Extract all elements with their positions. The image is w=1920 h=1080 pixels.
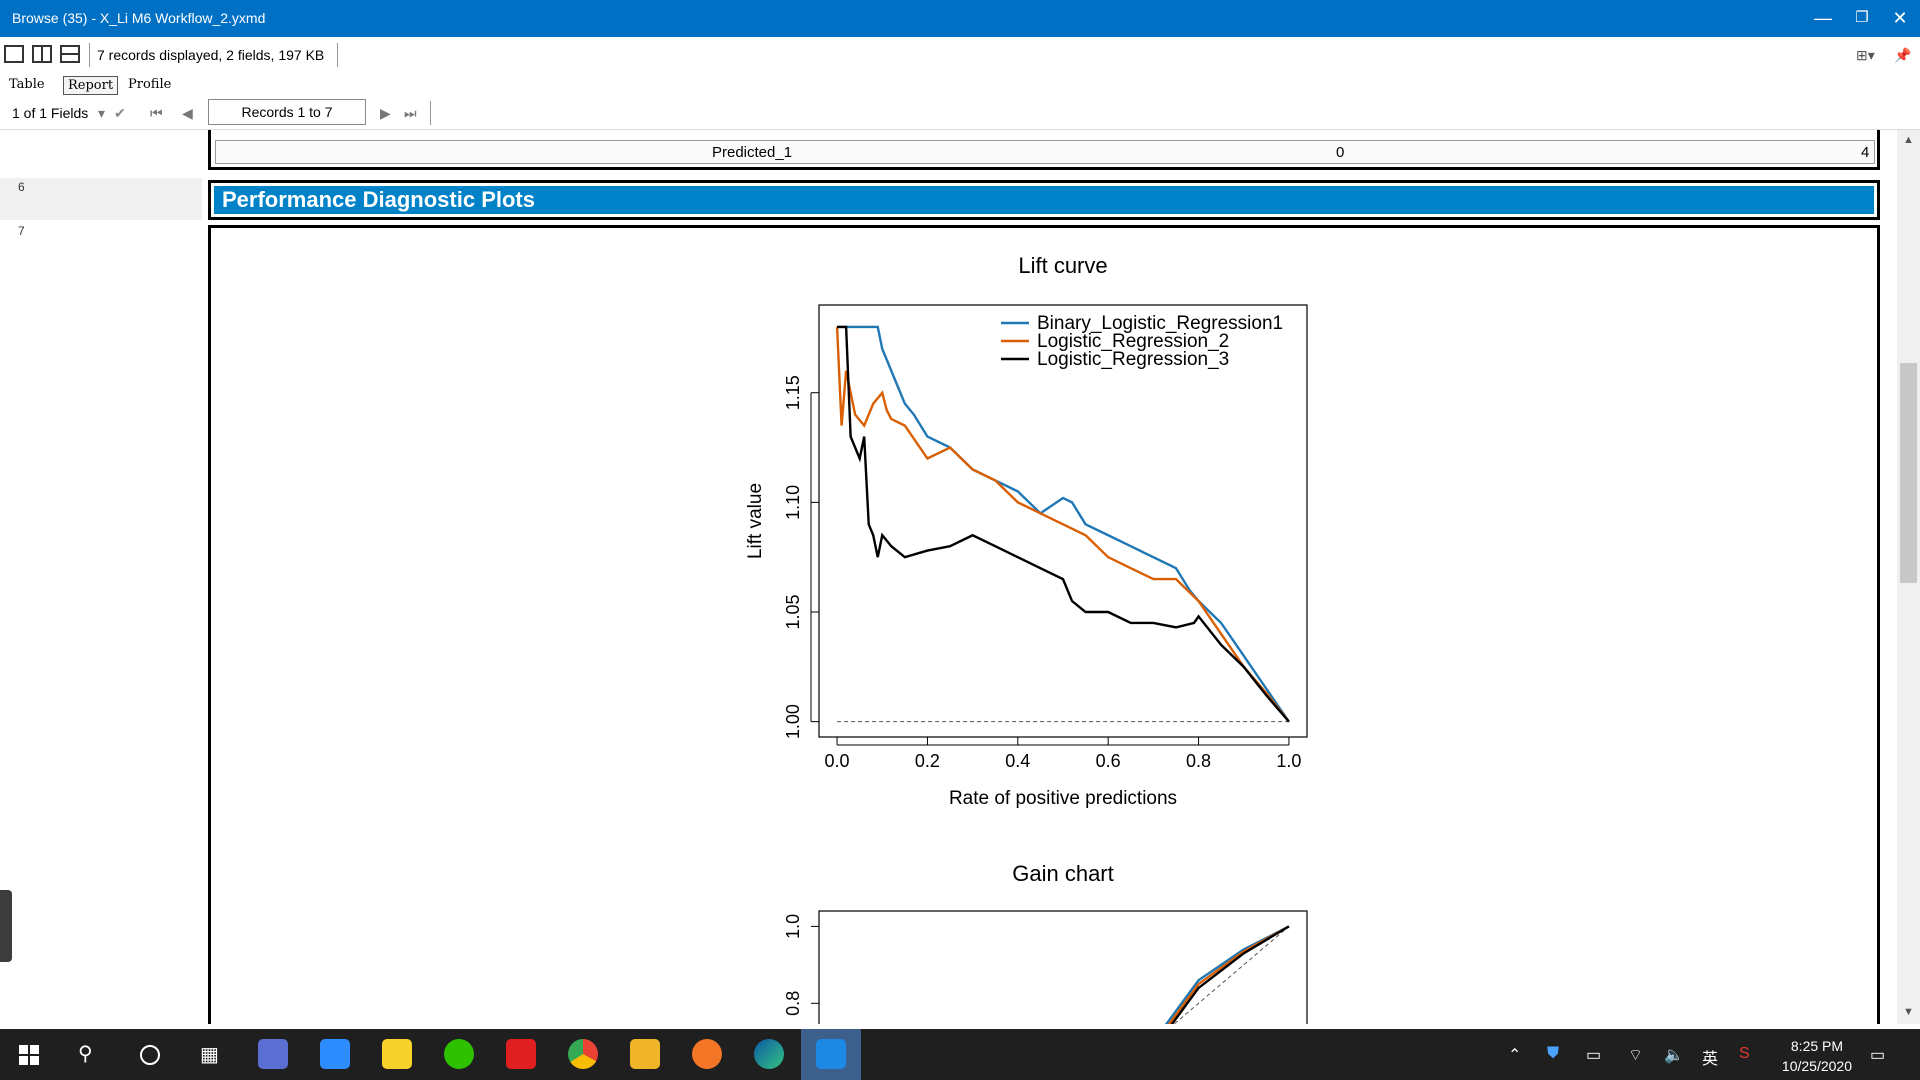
predicted-label: Predicted_1 <box>712 144 793 161</box>
maximize-button[interactable]: ❐ <box>1855 9 1869 26</box>
plot-container: Lift curve 0.0 0.2 0.4 0.6 0.8 1.0 Rate of posi… <box>208 225 1880 1024</box>
windows-taskbar: ⚲ ▦ ⌃ ⛊ ▭ ⌔ 🔈 英 S 8:25 PM 10/25/2020 ▭ <box>0 1029 1920 1080</box>
pin-icon[interactable]: 📌 <box>1894 47 1912 63</box>
ime-indicator[interactable]: 英 <box>1702 1051 1719 1068</box>
chevron-down-icon[interactable]: ▾ <box>98 105 106 121</box>
check-icon[interactable]: ✔ <box>114 105 126 121</box>
chart-title: Gain chart <box>1012 861 1114 886</box>
predicted-value-1: 0 <box>1336 144 1345 161</box>
alteryx-icon[interactable] <box>816 1039 846 1069</box>
first-record-icon[interactable]: ⏮ <box>150 105 163 121</box>
toolbar-divider <box>89 43 90 67</box>
record-navigation: 1 of 1 Fields ▾ ✔ ⏮ ◀ Records 1 to 7 ▶ ⏭ <box>0 97 1920 130</box>
split-horizontal-icon[interactable] <box>60 45 80 63</box>
toolbar-divider <box>337 43 338 67</box>
view-tabs: Table Report Profile <box>0 73 1920 97</box>
sticky-notes-icon[interactable] <box>382 1039 412 1069</box>
diagnostic-plots: Lift curve 0.0 0.2 0.4 0.6 0.8 1.0 Rate of posi… <box>745 253 1308 1024</box>
y-tick-label: 1.10 <box>783 485 803 520</box>
x-tick-label: 0.8 <box>1186 751 1211 771</box>
y-tick-label: 1.05 <box>783 594 803 629</box>
series-line-3 <box>837 325 1290 723</box>
clock-time: 8:25 PM <box>1790 1038 1844 1054</box>
section-header: Performance Diagnostic Plots <box>208 180 1880 220</box>
scroll-down-icon[interactable]: ▼ <box>1903 1006 1914 1018</box>
jupyter-icon[interactable] <box>692 1039 722 1069</box>
previous-record-icon[interactable]: ◀ <box>182 105 193 121</box>
file-explorer-icon[interactable] <box>630 1039 660 1069</box>
chart-title: Lift curve <box>1018 253 1107 278</box>
notifications-icon[interactable]: ▭ <box>1870 1047 1886 1064</box>
scroll-up-icon[interactable]: ▲ <box>1903 134 1914 146</box>
records-range: Records 1 to 7 <box>208 99 366 125</box>
nav-divider <box>430 101 431 125</box>
battery-icon[interactable]: ▭ <box>1586 1047 1602 1064</box>
x-tick-label: 0.0 <box>825 751 850 771</box>
browse-toolbar: 7 records displayed, 2 fields, 197 KB ⊞▾… <box>0 37 1920 74</box>
y-tick-label: 1.15 <box>783 375 803 410</box>
report-content: Predicted_1 0 4 6 7 Performance Diagnost… <box>0 130 1897 1024</box>
x-tick-label: 0.6 <box>1096 751 1121 771</box>
row-header-bg <box>0 178 202 220</box>
y-tick-label: 1.00 <box>783 704 803 739</box>
task-view-icon[interactable]: ▦ <box>200 1044 219 1066</box>
cortana-icon[interactable] <box>140 1045 160 1065</box>
app-icon-1[interactable] <box>258 1039 288 1069</box>
next-record-icon[interactable]: ▶ <box>380 105 391 121</box>
volume-icon[interactable]: 🔈 <box>1664 1047 1684 1064</box>
last-record-icon[interactable]: ⏭ <box>404 105 417 121</box>
tab-table[interactable]: Table <box>9 77 45 92</box>
wechat-icon[interactable] <box>444 1039 474 1069</box>
records-summary: 7 records displayed, 2 fields, 197 KB <box>97 47 325 63</box>
x-axis-label: Rate of positive predictions <box>949 788 1177 809</box>
wifi-icon[interactable]: ⌔ <box>1628 1047 1644 1064</box>
y-tick-label: 1.0 <box>783 914 803 939</box>
zoom-icon[interactable] <box>320 1039 350 1069</box>
layout-options-icon[interactable]: ⊞▾ <box>1856 47 1875 63</box>
window-title: Browse (35) - X_Li M6 Workflow_2.yxmd <box>12 10 266 26</box>
youdao-icon[interactable] <box>506 1039 536 1069</box>
search-icon[interactable]: ⚲ <box>78 1043 93 1065</box>
system-clock[interactable]: 8:25 PM 10/25/2020 <box>1782 1036 1852 1076</box>
baseline <box>1173 926 1290 1024</box>
chevron-up-icon[interactable]: ⌃ <box>1508 1047 1522 1064</box>
legend-label: Logistic_Regression_2 <box>1037 331 1229 352</box>
table-row: Predicted_1 0 4 <box>215 140 1875 164</box>
fields-dropdown[interactable]: 1 of 1 Fields <box>12 105 89 121</box>
x-tick-label: 1.0 <box>1276 751 1301 771</box>
plot-frame <box>818 304 1308 738</box>
single-view-icon[interactable] <box>4 45 24 63</box>
plot-frame <box>818 910 1308 1024</box>
section-title: Performance Diagnostic Plots <box>214 186 1874 214</box>
scrollbar-thumb[interactable] <box>1900 363 1917 583</box>
legend-label: Logistic_Regression_3 <box>1037 349 1229 370</box>
side-panel-handle[interactable] <box>0 890 12 962</box>
vertical-scrollbar[interactable]: ▲ ▼ <box>1897 130 1920 1024</box>
shield-icon[interactable]: ⛊ <box>1547 1045 1560 1062</box>
windows-start-icon[interactable] <box>19 1045 39 1065</box>
predicted-value-2: 4 <box>1861 144 1870 161</box>
minimize-button[interactable]: — <box>1814 8 1832 28</box>
row-number: 6 <box>18 180 25 194</box>
row-number: 7 <box>18 224 25 238</box>
x-tick-label: 0.2 <box>915 751 940 771</box>
series-line-3 <box>1170 925 1290 1024</box>
window-title-bar: Browse (35) - X_Li M6 Workflow_2.yxmd — … <box>0 0 1920 37</box>
close-button[interactable]: ✕ <box>1892 8 1908 28</box>
tab-profile[interactable]: Profile <box>128 77 172 92</box>
edge-icon[interactable] <box>754 1039 784 1069</box>
legend-label: Binary_Logistic_Regression1 <box>1037 313 1283 334</box>
split-vertical-icon[interactable] <box>32 45 52 63</box>
series-line-1 <box>1164 925 1290 1024</box>
y-axis-label: Lift value <box>745 483 766 559</box>
series-line-2 <box>1167 925 1290 1024</box>
y-tick-label: 0.8 <box>783 991 803 1016</box>
confusion-table: Predicted_1 0 4 <box>208 130 1880 170</box>
sogou-icon[interactable]: S <box>1739 1045 1750 1062</box>
x-tick-label: 0.4 <box>1005 751 1030 771</box>
clock-date: 10/25/2020 <box>1781 1058 1852 1074</box>
tab-report[interactable]: Report <box>63 76 119 95</box>
chrome-icon[interactable] <box>568 1039 598 1069</box>
